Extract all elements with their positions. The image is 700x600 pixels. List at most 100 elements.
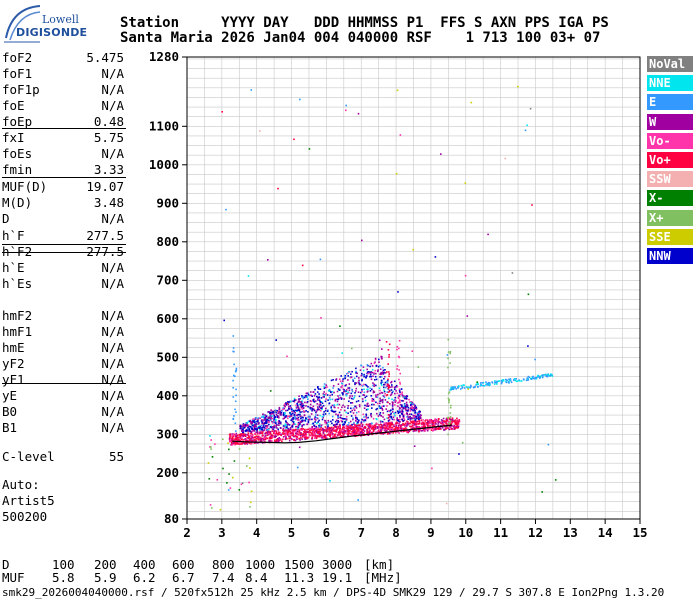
echo-point xyxy=(401,404,403,406)
echo-point xyxy=(361,372,363,375)
echo-point xyxy=(391,405,394,407)
echo-point xyxy=(477,382,479,385)
echo-point xyxy=(397,418,400,421)
echo-point xyxy=(277,415,280,418)
echo-point xyxy=(376,418,378,421)
param-value: N/A xyxy=(101,404,124,419)
echo-point xyxy=(403,419,406,422)
echo-point xyxy=(364,383,367,386)
echo-point xyxy=(384,383,386,386)
echo-point xyxy=(345,104,347,107)
echo-point xyxy=(272,432,275,434)
echo-point xyxy=(398,428,401,430)
echo-point xyxy=(453,428,456,430)
param-value: 55 xyxy=(108,449,124,464)
param-value: 3.48 xyxy=(93,195,124,210)
echo-point xyxy=(253,420,255,423)
footer-row-label: MUF xyxy=(2,570,25,585)
echo-point xyxy=(298,409,300,411)
echo-point xyxy=(276,410,278,412)
echo-point xyxy=(361,432,363,434)
echo-point xyxy=(362,366,365,368)
echo-point xyxy=(337,425,339,428)
echo-point xyxy=(344,421,346,423)
echo-point xyxy=(414,404,416,407)
echo-point xyxy=(383,418,386,421)
echo-point xyxy=(297,427,299,430)
echo-point xyxy=(417,413,419,416)
echo-point xyxy=(353,426,356,429)
echo-point xyxy=(317,397,319,399)
echo-point xyxy=(342,424,344,426)
echo-point xyxy=(275,430,277,432)
echo-point xyxy=(310,429,313,431)
echo-point xyxy=(378,405,381,407)
echo-point xyxy=(257,421,259,423)
echo-point xyxy=(339,433,341,436)
echo-point xyxy=(415,408,418,410)
echo-point xyxy=(291,409,294,411)
echo-point xyxy=(306,401,308,404)
echo-point xyxy=(288,406,290,408)
echo-point xyxy=(366,388,368,391)
echo-point xyxy=(320,317,322,319)
echo-point xyxy=(318,434,321,436)
echo-point xyxy=(300,433,303,436)
echo-point xyxy=(339,416,342,419)
echo-point xyxy=(317,386,319,389)
echo-point xyxy=(450,388,453,390)
echo-point xyxy=(308,148,311,150)
echo-point xyxy=(317,386,319,388)
echo-point xyxy=(322,430,325,432)
echo-point xyxy=(253,430,256,432)
echo-point xyxy=(397,412,400,414)
echo-point xyxy=(413,445,416,447)
echo-point xyxy=(370,378,373,381)
echo-point xyxy=(455,426,458,429)
echo-point xyxy=(293,414,296,417)
echo-point xyxy=(242,439,244,441)
echo-point xyxy=(404,425,406,427)
echo-point xyxy=(300,437,302,439)
echo-point xyxy=(249,501,252,504)
echo-point xyxy=(338,397,340,399)
echo-point xyxy=(342,425,345,428)
echo-point xyxy=(290,434,292,436)
echo-point xyxy=(375,394,378,396)
echo-point xyxy=(406,414,409,416)
echo-point xyxy=(412,248,415,251)
echo-point xyxy=(263,427,266,429)
echo-point xyxy=(234,442,236,444)
echo-point xyxy=(292,417,295,420)
echo-point xyxy=(376,407,378,410)
echo-point xyxy=(300,405,302,408)
echo-point xyxy=(350,376,353,378)
ionogram-echoes xyxy=(207,85,557,511)
echo-point xyxy=(282,432,284,434)
echo-point xyxy=(274,422,277,424)
echo-point xyxy=(362,427,364,429)
echo-point xyxy=(383,423,386,425)
echo-point xyxy=(392,390,394,393)
echo-point xyxy=(291,418,294,420)
echo-point xyxy=(375,384,377,387)
echo-point xyxy=(283,404,285,407)
echo-point xyxy=(344,384,347,387)
echo-point xyxy=(261,419,264,422)
echo-point xyxy=(429,425,431,427)
echo-point xyxy=(335,413,337,416)
echo-point xyxy=(325,421,327,424)
echo-point xyxy=(303,414,306,417)
echo-point xyxy=(421,421,423,424)
echo-point xyxy=(349,395,351,397)
echo-point xyxy=(297,421,300,424)
echo-point xyxy=(355,372,357,374)
echo-point xyxy=(351,395,354,397)
echo-point xyxy=(347,372,349,374)
echo-point xyxy=(438,427,440,430)
echo-point xyxy=(472,386,475,389)
echo-point xyxy=(441,423,444,425)
echo-point xyxy=(538,376,540,378)
echo-point xyxy=(534,376,537,379)
echo-point xyxy=(401,406,403,409)
